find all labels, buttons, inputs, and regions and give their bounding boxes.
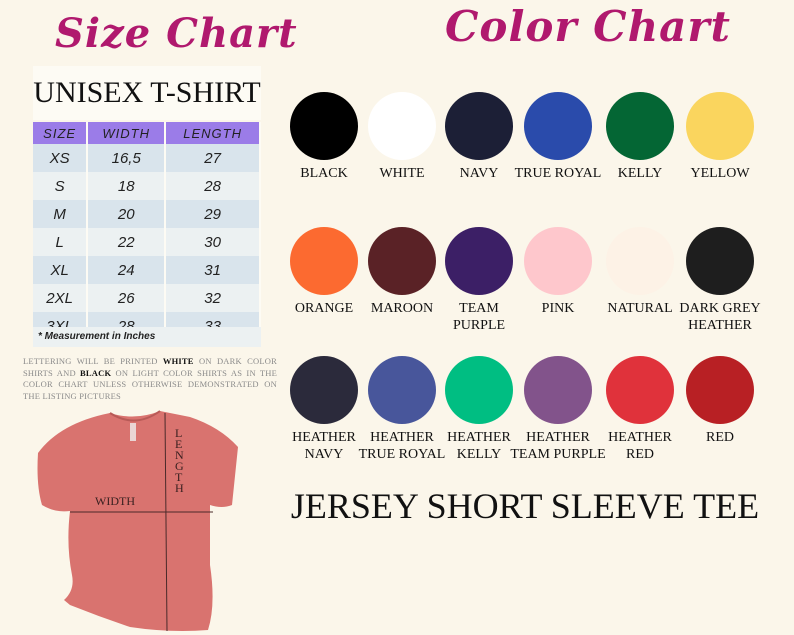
- swatch-label: DARK GREY HEATHER: [679, 301, 761, 333]
- size-row: L 22 30: [33, 228, 261, 256]
- swatch-label: HEATHER RED: [608, 430, 672, 462]
- swatch-navy: [445, 92, 513, 160]
- lettering-text: on dark color shirts and: [23, 356, 277, 378]
- color-chart-title: Color Chart: [445, 2, 731, 51]
- lettering-text: Lettering will be printed: [23, 356, 163, 366]
- swatch-orange: [290, 227, 358, 295]
- swatch-heather-navy: [290, 356, 358, 424]
- swatch-heather-true-royal: [368, 356, 436, 424]
- size-row: S 18 28: [33, 172, 261, 200]
- cell-size: M: [33, 200, 89, 228]
- lettering-text: on light color shirts as in the color ch…: [23, 367, 278, 401]
- cell-length: 28: [165, 172, 261, 200]
- cell-length: 27: [165, 144, 261, 172]
- swatch-heather-red: [606, 356, 674, 424]
- size-table-header: SIZE WIDTH LENGTH: [33, 122, 261, 144]
- width-label: WIDTH: [95, 494, 135, 508]
- swatch-white: [368, 92, 436, 160]
- cell-width: 18: [87, 172, 167, 200]
- cell-size: XS: [33, 144, 89, 172]
- cell-size: L: [33, 228, 89, 256]
- swatch-maroon: [368, 227, 436, 295]
- swatch-label: HEATHER NAVY: [292, 430, 356, 462]
- size-row: 2XL 26 32: [33, 284, 261, 312]
- swatch-label: TEAM PURPLE: [452, 301, 506, 333]
- swatch-team-purple: [445, 227, 513, 295]
- swatch-label: YELLOW: [690, 166, 750, 181]
- swatch-label: HEATHER TEAM PURPLE: [510, 430, 606, 462]
- size-row: XL 24 31: [33, 256, 261, 284]
- cell-length: 29: [165, 200, 261, 228]
- swatch-label: BLACK: [300, 166, 348, 181]
- swatch-label: KELLY: [617, 166, 663, 181]
- swatch-label: PINK: [541, 301, 575, 316]
- swatch-label: ORANGE: [294, 301, 354, 316]
- swatch-dark-grey-heather: [686, 227, 754, 295]
- cell-size: 2XL: [33, 284, 89, 312]
- lettering-white: WHITE: [162, 356, 194, 366]
- cell-length: 30: [165, 228, 261, 256]
- unisex-title: UNISEX T-SHIRT: [33, 76, 261, 109]
- size-table: SIZE WIDTH LENGTH XS 16,5 27 S 18 28 M 20 29 L 22 3…: [33, 122, 261, 340]
- cell-length: 31: [165, 256, 261, 284]
- swatch-pink: [524, 227, 592, 295]
- lettering-black: BLACK: [80, 367, 112, 378]
- swatch-heather-kelly: [445, 356, 513, 424]
- swatch-yellow: [686, 92, 754, 160]
- cell-width: 26: [87, 284, 167, 312]
- lettering-note: Lettering will be printed WHITE on dark …: [23, 356, 277, 402]
- unisex-header: UNISEX T-SHIRT: [33, 66, 261, 120]
- swatch-label: WHITE: [379, 166, 425, 181]
- swatch-red: [686, 356, 754, 424]
- swatch-label: HEATHER KELLY: [447, 430, 511, 462]
- swatch-heather-team-purple: [524, 356, 592, 424]
- header-size: SIZE: [33, 122, 89, 144]
- tshirt-shape: [37, 411, 238, 631]
- cell-size: XL: [33, 256, 89, 284]
- swatch-label: NAVY: [459, 166, 499, 181]
- cell-width: 22: [87, 228, 167, 256]
- product-title: JERSEY SHORT SLEEVE TEE: [290, 486, 760, 526]
- swatch-label: RED: [706, 430, 734, 445]
- swatch-label: HEATHER TRUE ROYAL: [358, 430, 446, 462]
- cell-size: S: [33, 172, 89, 200]
- swatch-label: TRUE ROYAL: [514, 166, 602, 181]
- size-chart-title: Size Chart: [55, 10, 298, 57]
- swatch-black: [290, 92, 358, 160]
- swatch-label: MAROON: [370, 301, 434, 316]
- header-width: WIDTH: [87, 122, 167, 144]
- cell-width: 24: [87, 256, 167, 284]
- size-row: XS 16,5 27: [33, 144, 261, 172]
- length-line: [164, 412, 168, 632]
- swatch-kelly: [606, 92, 674, 160]
- cell-length: 32: [165, 284, 261, 312]
- swatch-true-royal: [524, 92, 592, 160]
- cell-width: 20: [87, 200, 167, 228]
- measurement-note: * Measurement in Inches: [33, 327, 261, 347]
- header-length: LENGTH: [165, 122, 261, 144]
- swatch-natural: [606, 227, 674, 295]
- cell-width: 16,5: [87, 144, 167, 172]
- swatch-label: NATURAL: [607, 301, 673, 316]
- size-row: M 20 29: [33, 200, 261, 228]
